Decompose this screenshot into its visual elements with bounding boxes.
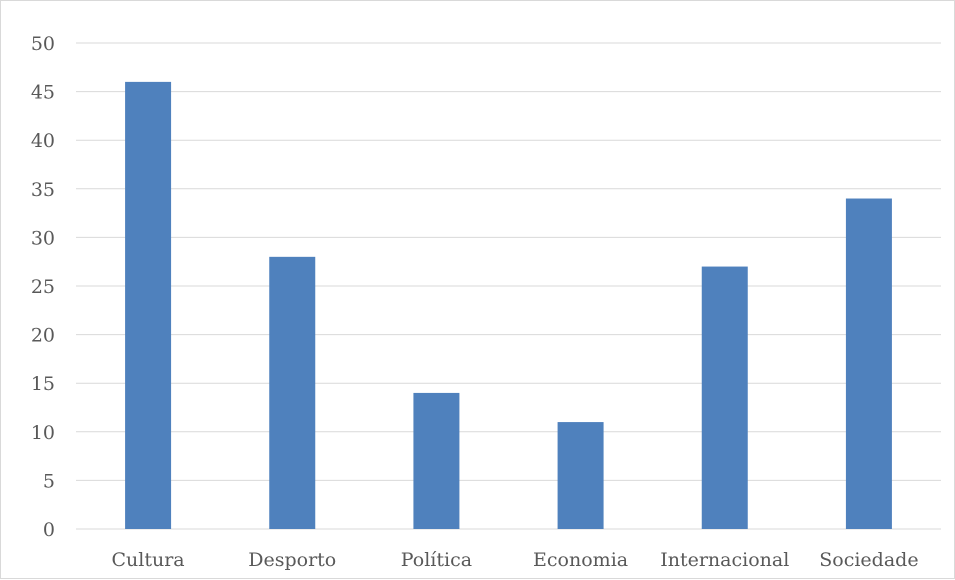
x-category-label: Economia	[533, 549, 628, 571]
x-category-label: Internacional	[660, 549, 789, 571]
gridlines	[76, 42, 941, 530]
bar-internacional	[701, 266, 748, 529]
bar-economia	[557, 422, 604, 529]
bar-cultura	[125, 81, 172, 529]
bar-política	[413, 392, 460, 529]
y-tick-label: 50	[31, 33, 55, 55]
bars	[125, 81, 892, 529]
y-tick-label: 40	[31, 130, 55, 152]
y-tick-label: 20	[31, 325, 55, 347]
x-category-label: Desporto	[248, 549, 336, 571]
x-category-label: Sociedade	[819, 549, 918, 571]
x-category-label: Cultura	[112, 549, 185, 571]
y-tick-label: 0	[43, 519, 55, 541]
y-tick-label: 30	[31, 227, 55, 249]
y-axis-tick-labels: 0 5 10 15 20 25 30 35 40 45 50	[31, 33, 55, 541]
y-tick-label: 5	[43, 470, 55, 492]
x-category-label: Política	[401, 549, 472, 571]
y-tick-label: 45	[31, 82, 55, 104]
x-axis-category-labels: Cultura Desporto Política Economia Internaci…	[112, 549, 919, 571]
bar-desporto	[269, 256, 316, 529]
y-tick-label: 10	[31, 422, 55, 444]
y-tick-label: 15	[31, 373, 55, 395]
y-tick-label: 25	[31, 276, 55, 298]
bar-sociedade	[845, 198, 892, 529]
y-tick-label: 35	[31, 179, 55, 201]
